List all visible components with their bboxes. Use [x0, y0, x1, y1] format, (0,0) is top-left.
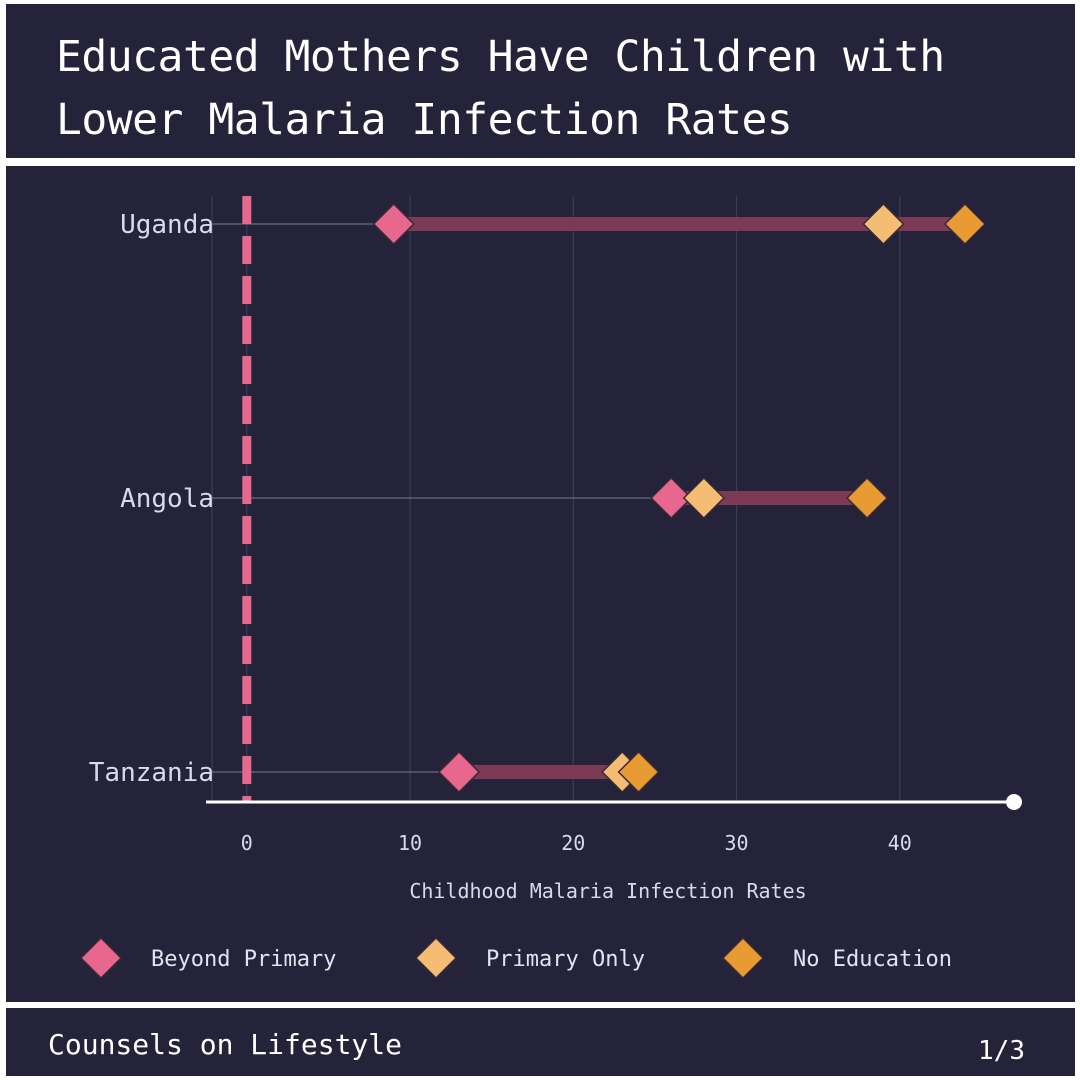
- chart-panel: Uganda Angola Tanzania 0 10 20 30 40 Childhood M…: [6, 166, 1075, 1002]
- legend-swatch-beyond-primary: [79, 936, 123, 980]
- legend-item-beyond-primary: Beyond Primary: [79, 936, 336, 980]
- marker-no-education: [617, 750, 660, 794]
- dot-range-chart: Uganda Angola Tanzania 0 10 20 30 40 Childhood M…: [79, 196, 1022, 980]
- legend-label: No Education: [793, 947, 952, 972]
- x-tick-label: 0: [241, 831, 253, 855]
- x-tick-label: 20: [561, 831, 585, 855]
- marker-beyond-primary: [372, 202, 415, 246]
- category-label: Angola: [120, 484, 214, 514]
- brand-name: Counsels on Lifestyle: [48, 1028, 403, 1061]
- title-panel: Educated Mothers Have Children with Lowe…: [6, 4, 1075, 158]
- legend-label: Beyond Primary: [151, 947, 336, 972]
- x-tick-label: 30: [724, 831, 748, 855]
- legend-item-no-education: No Education: [721, 936, 952, 980]
- chart-title: Educated Mothers Have Children with Lowe…: [56, 32, 945, 145]
- legend-label: Primary Only: [486, 947, 645, 972]
- legend-item-primary-only: Primary Only: [414, 936, 645, 980]
- marker-beyond-primary: [437, 750, 481, 794]
- page-indicator: 1/3: [978, 1036, 1025, 1066]
- category-label: Uganda: [120, 210, 214, 240]
- x-axis-end-dot: [1006, 794, 1022, 810]
- marker-no-education: [943, 202, 987, 246]
- marker-beyond-primary: [650, 476, 693, 520]
- x-tick-label: 10: [398, 831, 422, 855]
- x-tick-label: 40: [888, 831, 912, 855]
- marker-no-education: [846, 476, 889, 520]
- footer-panel: Counsels on Lifestyle 1/3: [6, 1008, 1075, 1076]
- marker-primary-only: [862, 202, 905, 246]
- marker-primary-only: [682, 476, 725, 520]
- legend-swatch-primary-only: [414, 936, 458, 980]
- x-axis-label: Childhood Malaria Infection Rates: [409, 879, 806, 903]
- legend-swatch-no-education: [721, 936, 765, 980]
- category-label: Tanzania: [89, 758, 214, 788]
